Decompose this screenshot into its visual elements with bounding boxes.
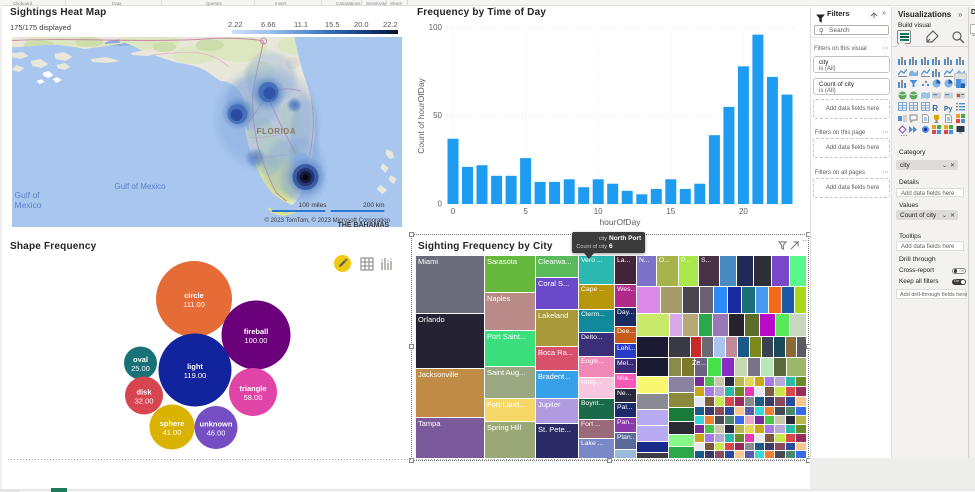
svg-text:Gulf of Mexico: Gulf of Mexico xyxy=(114,182,166,191)
svg-text:46.00: 46.00 xyxy=(207,429,226,438)
svg-text:111.00: 111.00 xyxy=(183,300,205,309)
svg-text:triangle: triangle xyxy=(239,384,266,393)
svg-text:THE BAHAMAS: THE BAHAMAS xyxy=(337,222,389,227)
svg-text:119.00: 119.00 xyxy=(184,371,206,380)
svg-text:41.00: 41.00 xyxy=(163,428,182,437)
svg-text:unknown: unknown xyxy=(200,420,233,429)
svg-text:circle: circle xyxy=(184,291,204,300)
svg-text:0: 0 xyxy=(451,207,456,216)
svg-text:20: 20 xyxy=(739,207,748,216)
svg-text:fireball: fireball xyxy=(244,327,269,336)
svg-text:sphere: sphere xyxy=(160,419,185,428)
svg-text:0: 0 xyxy=(438,200,443,209)
svg-text:© 2023 TomTom, © 2023 Microsof: © 2023 TomTom, © 2023 Microsoft Corporat… xyxy=(264,217,389,224)
svg-text:disk: disk xyxy=(136,388,152,397)
svg-text:10: 10 xyxy=(594,207,603,216)
svg-text:FLORIDA: FLORIDA xyxy=(256,127,296,136)
svg-text:32.00: 32.00 xyxy=(135,397,154,406)
svg-text:50: 50 xyxy=(433,111,442,120)
svg-text:Count of hourOfDay: Count of hourOfDay xyxy=(416,77,426,153)
svg-text:25.00: 25.00 xyxy=(131,364,150,373)
svg-text:100 miles: 100 miles xyxy=(298,202,327,209)
svg-text:58.00: 58.00 xyxy=(244,393,263,402)
svg-text:oval: oval xyxy=(133,355,148,364)
svg-text:15: 15 xyxy=(666,207,675,216)
svg-text:light: light xyxy=(187,362,203,371)
svg-text:Gulf of: Gulf of xyxy=(14,190,40,200)
svg-text:Mexico: Mexico xyxy=(14,200,41,210)
svg-text:200 km: 200 km xyxy=(363,202,384,209)
svg-text:5: 5 xyxy=(523,207,528,216)
svg-text:hourOfDay: hourOfDay xyxy=(599,217,641,227)
svg-text:100: 100 xyxy=(429,23,443,32)
svg-text:100.00: 100.00 xyxy=(245,336,268,345)
